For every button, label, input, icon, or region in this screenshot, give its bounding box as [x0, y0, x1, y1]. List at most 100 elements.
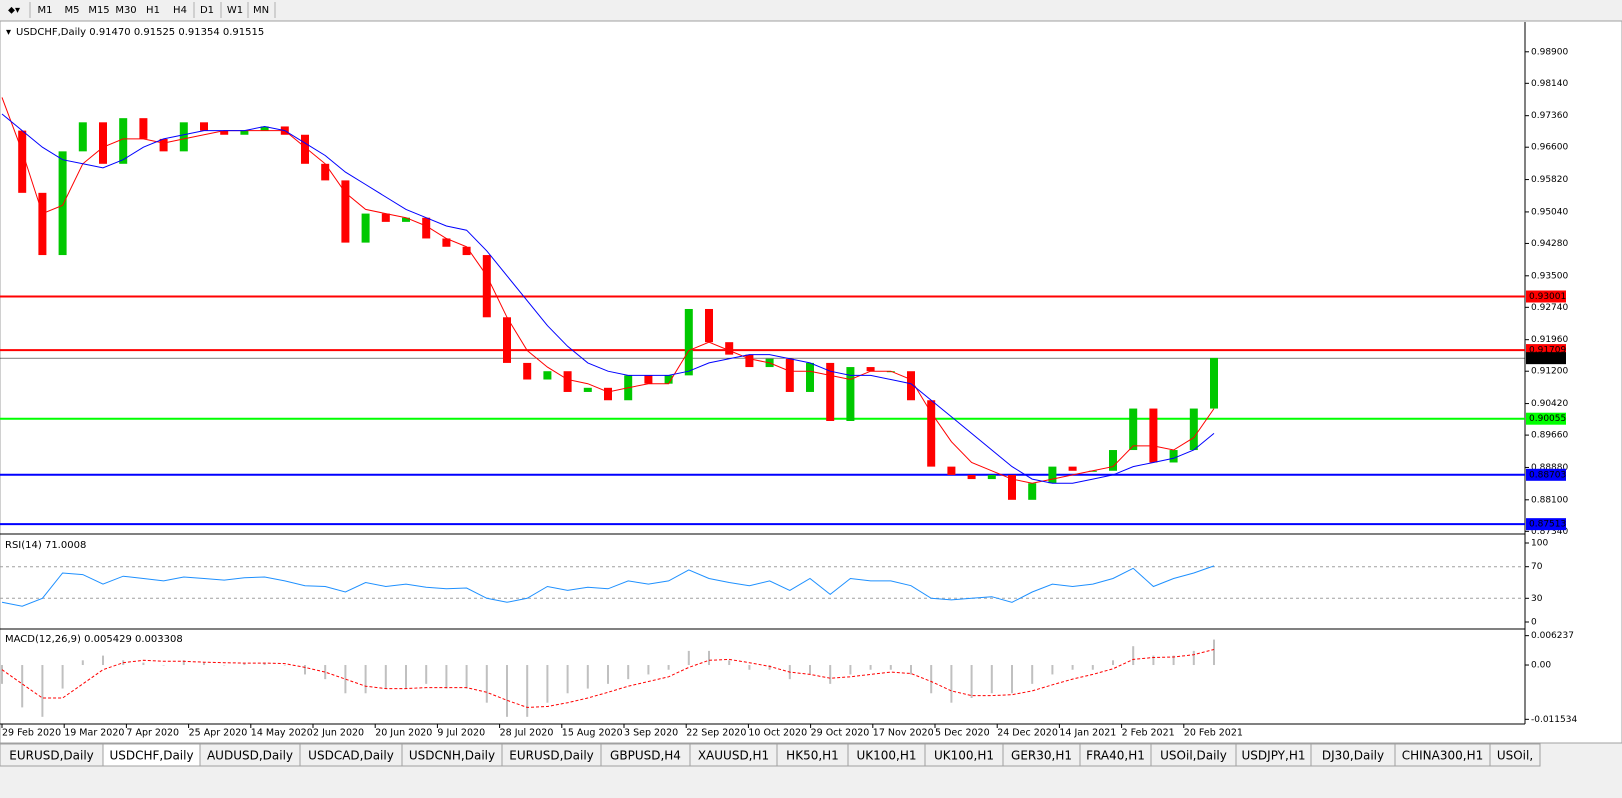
macd-bar — [344, 665, 347, 694]
candle — [503, 317, 511, 363]
macd-bar — [465, 665, 468, 689]
macd-bar — [687, 650, 690, 666]
macd-bar — [566, 665, 569, 694]
tab-label[interactable]: USOil, — [1497, 749, 1533, 763]
macd-bar — [586, 665, 589, 689]
timeframe-button[interactable]: M15 — [88, 5, 109, 16]
tab-label[interactable]: GER30,H1 — [1011, 749, 1072, 763]
tab-label[interactable]: USOil,Daily — [1160, 749, 1227, 763]
timeframe-button[interactable]: H1 — [146, 5, 160, 16]
macd-bar — [324, 665, 327, 680]
x-tick-label: 14 Jan 2021 — [1059, 728, 1116, 739]
timeframe-button[interactable]: H4 — [173, 5, 187, 16]
macd-bar — [1071, 665, 1074, 670]
candle — [220, 130, 229, 135]
candle — [119, 118, 128, 164]
candle — [99, 122, 107, 164]
y-tick-label: -0.011534 — [1531, 715, 1577, 725]
tab-label[interactable]: USDCHF,Daily — [109, 749, 193, 763]
candle — [967, 474, 976, 480]
candle — [664, 375, 673, 384]
rsi-line — [1, 565, 1215, 607]
tab-label[interactable]: USDCNH,Daily — [409, 749, 495, 763]
tab-label[interactable]: USDJPY,H1 — [1242, 749, 1306, 763]
tab[interactable] — [1489, 743, 1541, 767]
y-tick-label: 0.97360 — [1531, 111, 1568, 121]
macd-bar — [546, 665, 549, 703]
candle — [482, 255, 491, 318]
toolbar-icon[interactable]: ⬥▾ — [8, 5, 20, 16]
macd-bar — [910, 665, 912, 675]
tab-label[interactable]: UK100,H1 — [934, 749, 994, 763]
tab-label[interactable]: EURUSD,Daily — [9, 749, 94, 763]
timeframe-button[interactable]: M5 — [65, 5, 80, 16]
tab-label[interactable]: DJ30,Daily — [1322, 749, 1384, 763]
x-tick-label: 20 Feb 2021 — [1184, 728, 1243, 739]
y-tick-label: 0.93500 — [1531, 271, 1568, 281]
candle — [523, 362, 532, 380]
candle — [826, 362, 835, 421]
macd-bar — [162, 665, 165, 666]
candle — [725, 342, 734, 355]
timeframe-button[interactable]: D1 — [200, 5, 214, 16]
y-tick-label: 0.89660 — [1531, 431, 1568, 441]
macd-bar — [829, 665, 832, 684]
macd-bar — [768, 665, 771, 670]
candle — [38, 192, 47, 256]
y-tick-label: 0.91960 — [1531, 335, 1568, 345]
tab-label[interactable]: XAUUSD,H1 — [698, 749, 769, 763]
candle — [947, 466, 956, 475]
macd-bar — [405, 665, 407, 689]
candle — [806, 362, 814, 392]
timeframe-button[interactable]: M30 — [115, 5, 136, 16]
macd-bar — [990, 665, 993, 694]
tab-label[interactable]: CHINA300,H1 — [1402, 749, 1484, 763]
candle — [139, 118, 148, 139]
level-tag — [1526, 412, 1566, 425]
macd-bar — [950, 665, 953, 703]
timeframe-button[interactable]: MN — [253, 5, 269, 16]
candle — [543, 371, 552, 380]
timeframe-button[interactable]: M1 — [38, 5, 53, 16]
macd-bar — [849, 665, 852, 675]
y-tick-label: 0.90420 — [1531, 399, 1568, 409]
tab-label[interactable]: EURUSD,Daily — [509, 749, 594, 763]
candle — [1169, 450, 1178, 463]
candle — [78, 122, 87, 152]
tab-label[interactable]: FRA40,H1 — [1086, 749, 1145, 763]
moving-average — [1, 97, 1215, 484]
macd-bar — [1132, 646, 1135, 666]
candle — [1149, 408, 1158, 463]
tab-label[interactable]: GBPUSD,H4 — [610, 749, 681, 763]
candle — [785, 358, 794, 392]
macd-bar — [607, 665, 609, 684]
y-tick-label: 0.91200 — [1531, 367, 1568, 377]
y-tick-label: 0.98900 — [1531, 47, 1568, 57]
y-tick-label: 0.006237 — [1531, 631, 1574, 641]
macd-bar — [425, 665, 428, 684]
timeframe-button[interactable]: W1 — [227, 5, 243, 16]
level-tag — [1526, 290, 1566, 303]
x-tick-label: 22 Sep 2020 — [686, 728, 746, 739]
y-tick-label: 0.98140 — [1531, 79, 1568, 89]
tab-label[interactable]: USDCAD,Daily — [308, 749, 394, 763]
candle — [604, 387, 612, 401]
level-label: 0.93001 — [1529, 292, 1566, 302]
candle — [1048, 466, 1057, 484]
candle — [1008, 474, 1016, 500]
x-tick-label: 14 May 2020 — [251, 728, 313, 739]
candle — [1210, 357, 1218, 409]
y-tick-label: 0.95820 — [1531, 175, 1568, 185]
tab-label[interactable]: HK50,H1 — [786, 749, 839, 763]
y-tick-label: 30 — [1531, 594, 1543, 604]
candle — [260, 126, 269, 131]
tab-label[interactable]: AUDUSD,Daily — [207, 749, 293, 763]
tab-label[interactable]: UK100,H1 — [856, 749, 916, 763]
macd-bar — [203, 662, 205, 666]
level-tag — [1526, 468, 1566, 481]
x-tick-label: 2 Feb 2021 — [1122, 728, 1175, 739]
macd-bar — [1213, 639, 1215, 666]
macd-title: MACD(12,26,9) 0.005429 0.003308 — [5, 634, 183, 645]
